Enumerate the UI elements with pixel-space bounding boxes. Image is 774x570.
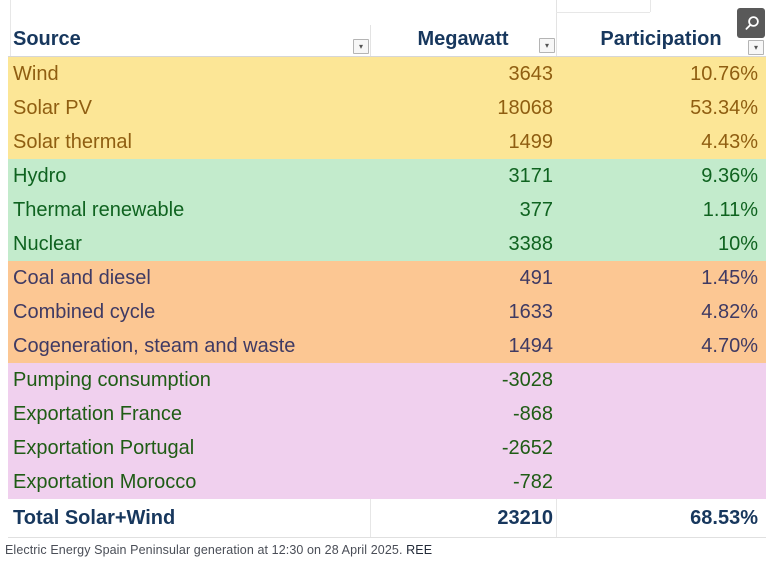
cell-source[interactable]: Hydro xyxy=(13,165,67,187)
cell-participation[interactable] xyxy=(556,363,766,397)
table-row: Combined cycle 1633 4.82% xyxy=(8,295,766,329)
table-row: Exportation France -868 xyxy=(8,397,766,431)
search-icon xyxy=(743,15,760,32)
cell-source[interactable]: Nuclear xyxy=(13,233,82,255)
cell-source[interactable]: Solar thermal xyxy=(13,131,132,153)
gridline xyxy=(556,0,557,56)
filter-dropdown-megawatt[interactable]: ▾ xyxy=(539,38,555,53)
table-row: Thermal renewable 377 1.11% xyxy=(8,193,766,227)
cell-megawatt[interactable]: 1633 xyxy=(508,301,554,323)
cell-megawatt[interactable]: -868 xyxy=(512,403,553,425)
caption-text: Electric Energy Spain Peninsular generat… xyxy=(5,543,403,557)
cell-participation[interactable]: 1.45% xyxy=(701,267,758,289)
cell-participation[interactable]: 4.82% xyxy=(701,301,758,323)
total-megawatt[interactable]: 23210 xyxy=(497,507,553,529)
table-row: Exportation Portugal -2652 xyxy=(8,431,766,465)
gridline xyxy=(370,25,371,56)
cell-source[interactable]: Wind xyxy=(13,63,59,85)
table-row: Hydro 3171 9.36% xyxy=(8,159,766,193)
cell-megawatt[interactable]: 18068 xyxy=(497,97,553,119)
cell-megawatt[interactable]: 491 xyxy=(519,267,553,289)
total-label[interactable]: Total Solar+Wind xyxy=(13,507,176,529)
filter-dropdown-participation[interactable]: ▾ xyxy=(748,40,764,55)
table-row: Pumping consumption -3028 xyxy=(8,363,766,397)
gridline xyxy=(556,499,557,537)
cell-participation[interactable] xyxy=(556,431,766,465)
table-row: Solar thermal 1499 4.43% xyxy=(8,125,766,159)
cell-participation[interactable]: 4.43% xyxy=(701,131,758,153)
cell-participation[interactable]: 1.11% xyxy=(702,199,758,221)
gridline xyxy=(650,0,651,12)
cell-source[interactable]: Solar PV xyxy=(13,97,92,119)
cell-participation[interactable]: 4.70% xyxy=(701,335,758,357)
column-header-megawatt: Megawatt xyxy=(417,28,509,50)
cell-megawatt[interactable]: 3171 xyxy=(508,165,554,187)
cell-megawatt[interactable]: 3643 xyxy=(508,63,554,85)
cell-participation[interactable]: 10% xyxy=(717,233,758,255)
cell-source[interactable]: Pumping consumption xyxy=(13,369,211,391)
cell-megawatt[interactable]: 1494 xyxy=(508,335,554,357)
cell-source[interactable]: Exportation Morocco xyxy=(13,471,197,493)
cell-source[interactable]: Exportation Portugal xyxy=(13,437,195,459)
table-row: Cogeneration, steam and waste 1494 4.70% xyxy=(8,329,766,363)
column-header-participation: Participation xyxy=(600,28,722,50)
cell-megawatt[interactable]: -3028 xyxy=(501,369,553,391)
table-header-row: Source Megawatt Participation xyxy=(8,25,766,57)
column-header-source: Source xyxy=(13,28,81,50)
table-row: Solar PV 18068 53.34% xyxy=(8,91,766,125)
gridline xyxy=(10,0,11,56)
cell-megawatt[interactable]: 377 xyxy=(519,199,553,221)
cell-participation[interactable]: 53.34% xyxy=(690,97,758,119)
table-row: Exportation Morocco -782 xyxy=(8,465,766,499)
cell-megawatt[interactable]: 1499 xyxy=(508,131,554,153)
gridline xyxy=(556,12,650,13)
cell-participation[interactable]: 9.36% xyxy=(701,165,758,187)
chevron-down-icon: ▾ xyxy=(358,42,363,51)
cell-megawatt[interactable]: 3388 xyxy=(508,233,554,255)
total-participation[interactable]: 68.53% xyxy=(690,507,758,529)
cell-participation[interactable]: 10.76% xyxy=(690,63,758,85)
generation-table: Source Megawatt Participation Wind 3643 … xyxy=(8,25,766,538)
search-button[interactable] xyxy=(737,8,765,38)
filter-dropdown-source[interactable]: ▾ xyxy=(353,39,369,54)
table-row: Nuclear 3388 10% xyxy=(8,227,766,261)
gridline xyxy=(370,499,371,537)
cell-megawatt[interactable]: -2652 xyxy=(501,437,553,459)
cell-source[interactable]: Combined cycle xyxy=(13,301,156,323)
cell-megawatt[interactable]: -782 xyxy=(512,471,553,493)
cell-source[interactable]: Exportation France xyxy=(13,403,182,425)
cell-participation[interactable] xyxy=(556,397,766,431)
cell-source[interactable]: Cogeneration, steam and waste xyxy=(13,335,296,357)
chevron-down-icon: ▾ xyxy=(753,43,758,52)
table-row: Coal and diesel 491 1.45% xyxy=(8,261,766,295)
table-row: Wind 3643 10.76% xyxy=(8,57,766,91)
table-caption: Electric Energy Spain Peninsular generat… xyxy=(5,543,432,557)
cell-source[interactable]: Coal and diesel xyxy=(13,267,151,289)
cell-participation[interactable] xyxy=(556,465,766,499)
cell-source[interactable]: Thermal renewable xyxy=(13,199,185,221)
ree-source-link[interactable]: REE xyxy=(406,543,433,557)
total-row: Total Solar+Wind 23210 68.53% xyxy=(8,499,766,538)
chevron-down-icon: ▾ xyxy=(544,41,549,50)
